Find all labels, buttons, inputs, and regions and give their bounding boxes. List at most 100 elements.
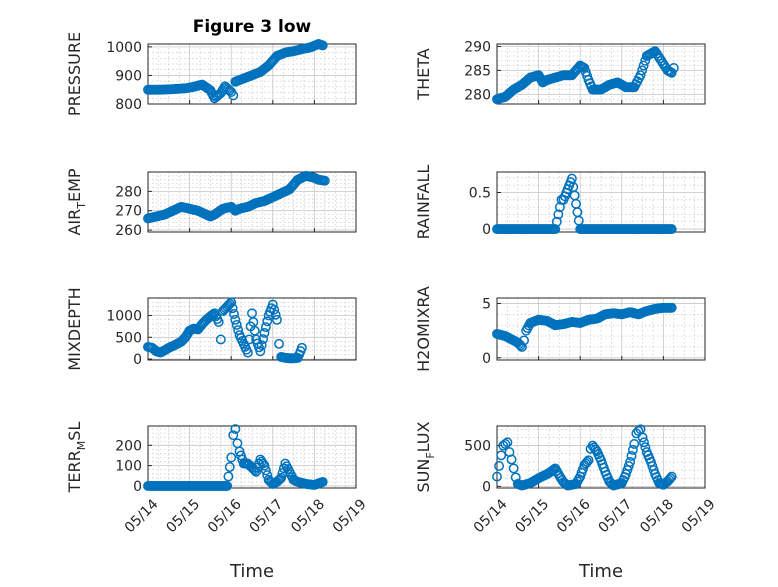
y-tick-label: 0.5 <box>469 185 491 201</box>
y-tick-label: 0 <box>133 479 142 495</box>
y-axis-label: THETA <box>414 48 433 100</box>
data-point <box>274 338 284 349</box>
data-point <box>259 327 270 338</box>
y-tick-label: 0 <box>482 479 491 495</box>
data-point <box>638 60 649 71</box>
data-point <box>229 309 239 319</box>
data-point <box>666 67 677 78</box>
y-tick-label: 1000 <box>106 308 142 324</box>
data-point <box>260 322 271 333</box>
y-tick-label: 900 <box>115 68 142 84</box>
y-axis-label: RAINFALL <box>414 165 433 240</box>
subplot-5: 0 500 1000 MIXDEPTH <box>65 287 357 371</box>
y-tick-label: 285 <box>464 63 491 79</box>
y-tick-label: 500 <box>464 439 491 455</box>
data-point <box>626 450 637 461</box>
data-point <box>223 84 234 95</box>
data-point <box>256 340 267 351</box>
data-point <box>242 347 253 358</box>
data-point <box>550 224 561 235</box>
data-point <box>551 216 562 227</box>
axes-box <box>147 43 357 105</box>
data-point <box>244 334 255 345</box>
data-point <box>629 438 640 449</box>
y-tick-label: 800 <box>115 97 142 113</box>
data-point <box>231 319 242 330</box>
data-point <box>258 334 269 344</box>
axes-box <box>147 425 357 489</box>
data-point <box>492 471 502 482</box>
data-point <box>228 430 239 441</box>
y-axis-label: TERRMSL <box>65 422 88 494</box>
data-point <box>517 341 527 352</box>
data-point <box>269 304 280 315</box>
subplot-1: 800 900 1000 PRESSURE Figure 3 low <box>65 17 357 116</box>
data-point <box>273 475 284 486</box>
data-point <box>637 432 648 443</box>
data-point <box>276 472 287 483</box>
axes-box <box>496 43 706 105</box>
data-point <box>506 454 517 465</box>
x-axis-label: Time <box>229 561 274 582</box>
data-point <box>255 346 266 357</box>
data-point <box>248 464 259 474</box>
y-tick-label: 1000 <box>106 40 142 56</box>
data-point <box>317 476 328 487</box>
data-point <box>213 317 224 327</box>
data-point <box>668 63 679 73</box>
data-point <box>582 456 593 467</box>
data-point <box>215 334 226 345</box>
data-point <box>226 297 237 308</box>
data-point <box>262 470 273 481</box>
y-tick-label: 500 <box>115 330 142 346</box>
y-axis-label: MIXDEPTH <box>65 287 84 370</box>
x-axis-label: Time <box>578 561 623 582</box>
data-point <box>274 474 285 485</box>
data-point <box>262 316 273 327</box>
subplot-3: 260 270 280 AIRTEMP <box>65 168 357 239</box>
subplot-4: 0 0.5 RAINFALL <box>414 165 706 240</box>
data-point <box>519 335 529 346</box>
y-axis-label: AIRTEMP <box>65 168 88 235</box>
y-tick-label: 100 <box>115 459 142 475</box>
data-point <box>553 209 564 220</box>
y-tick-label: 200 <box>115 438 142 454</box>
y-tick-label: 5 <box>482 296 491 312</box>
data-point <box>228 90 239 101</box>
data-point <box>296 342 307 353</box>
data-point <box>260 465 271 476</box>
data-point <box>223 471 234 482</box>
y-tick-label: 0 <box>482 222 491 238</box>
data-point <box>665 473 676 484</box>
data-point <box>583 455 594 466</box>
data-point <box>496 450 507 461</box>
data-point <box>666 224 677 235</box>
y-tick-label: 0 <box>482 351 491 367</box>
data-point <box>272 314 282 325</box>
chart-title: Figure 3 low <box>193 17 312 37</box>
y-axis-label: H2OMIXRA <box>414 286 433 372</box>
y-tick-label: 280 <box>115 184 142 200</box>
data-point <box>224 462 235 472</box>
y-tick-label: 270 <box>115 204 142 220</box>
data-point <box>639 437 649 448</box>
data-point <box>494 461 505 471</box>
data-point <box>270 309 281 320</box>
data-point <box>627 444 638 455</box>
data-point <box>230 424 241 434</box>
y-tick-label: 0 <box>133 352 142 368</box>
data-point <box>317 40 328 51</box>
data-point <box>226 452 237 463</box>
data-point <box>222 481 232 491</box>
data-point <box>230 314 241 325</box>
data-point <box>637 65 648 76</box>
data-point <box>666 302 677 313</box>
data-point <box>547 465 558 476</box>
y-tick-label: 260 <box>115 223 142 239</box>
subplot-2: 280 285 290 THETA <box>414 39 706 105</box>
data-point <box>502 437 513 448</box>
data-point <box>635 70 646 81</box>
data-point <box>227 303 238 314</box>
